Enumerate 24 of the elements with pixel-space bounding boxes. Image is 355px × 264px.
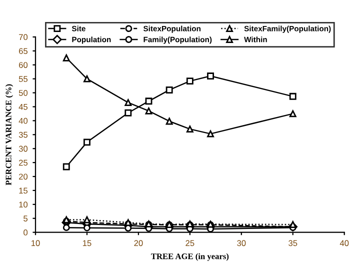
y-tick-label: 35: [18, 132, 28, 138]
y-tick-label: 25: [19, 160, 28, 166]
x-tick-label: 20: [134, 240, 143, 246]
y-tick-label: 55: [18, 76, 28, 82]
x-tick-label: 10: [32, 240, 40, 246]
x-tick-label: 35: [288, 240, 298, 246]
x-axis-title: TREE AGE (in years): [151, 253, 229, 261]
y-tick-label: 15: [19, 188, 28, 194]
y-tick-label: 5: [24, 216, 28, 222]
y-axis-title: PERCENT VARIANCE (%): [5, 84, 14, 186]
y-tick-label: 40: [18, 118, 28, 124]
x-tick-label: 15: [82, 240, 92, 246]
y-tick-label: 30: [18, 146, 28, 152]
x-tick-label: 25: [186, 240, 194, 246]
y-tick-label: 70: [19, 34, 28, 40]
y-tick-label: 65: [19, 48, 28, 54]
y-tick-label: 50: [18, 90, 28, 96]
x-tick-label: 30: [237, 240, 246, 246]
y-tick-label: 20: [19, 174, 28, 180]
x-tick-label: 40: [340, 240, 349, 246]
y-tick-label: 60: [19, 62, 28, 68]
y-tick-label: 10: [19, 202, 28, 208]
y-tick-label: 0: [24, 230, 28, 236]
y-tick-label: 45: [18, 104, 28, 110]
